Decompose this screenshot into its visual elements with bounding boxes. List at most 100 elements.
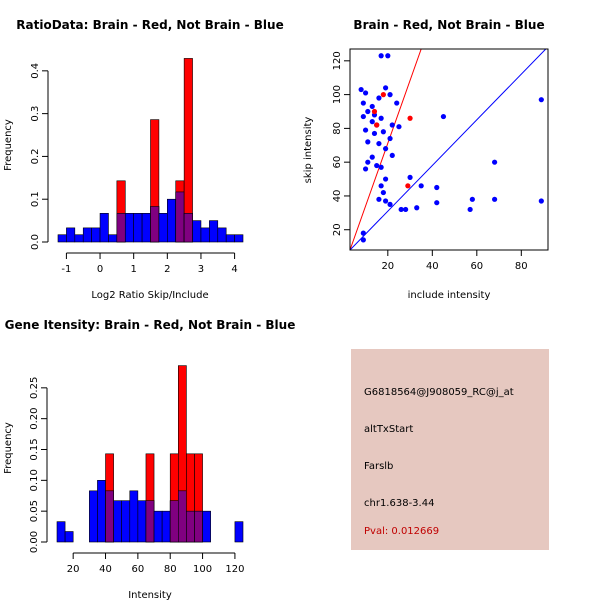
scatter-ylabel: skip intensity — [303, 117, 314, 184]
not-brain-bar — [192, 220, 202, 243]
not-brain-point — [360, 100, 366, 106]
not-brain-point — [389, 152, 395, 159]
y-tick-label: 0.1 — [30, 191, 41, 207]
brain-point — [405, 183, 411, 189]
not-brain-point — [492, 196, 498, 202]
not-brain-bar — [133, 213, 143, 243]
intensity-histogram-xlabel: Intensity — [128, 590, 172, 600]
y-tick-label: 0.20 — [29, 408, 40, 430]
not-brain-point — [369, 103, 375, 110]
not-brain-bar — [158, 213, 168, 243]
p-value: Pval: 0.012669 — [364, 526, 440, 537]
not-brain-bar — [209, 220, 219, 243]
not-brain-point — [378, 183, 384, 189]
not-brain-point — [362, 90, 369, 96]
not-brain-bar — [64, 531, 74, 543]
x-tick-label: -1 — [61, 264, 71, 275]
intensity-histogram: Gene Itensity: Brain - Red, Not Brain - … — [3, 318, 295, 600]
not-brain-point — [492, 159, 498, 165]
not-brain-point — [362, 166, 369, 172]
not-brain-bar — [99, 213, 109, 243]
not-brain-point — [360, 237, 366, 243]
not-brain-point — [380, 189, 386, 196]
not-brain-point — [387, 135, 393, 142]
not-brain-point — [382, 198, 389, 204]
not-brain-point — [369, 119, 375, 125]
x-tick-label: 60 — [470, 261, 483, 272]
not-brain-point — [371, 130, 378, 137]
not-brain-bar — [234, 521, 244, 543]
not-brain-point — [362, 127, 369, 133]
y-tick-label: 0.2 — [30, 148, 41, 164]
not-brain-point — [365, 159, 371, 165]
y-tick-label: 40 — [332, 190, 343, 203]
y-tick-label: 0.3 — [30, 106, 41, 122]
intensity-histogram-title: Gene Itensity: Brain - Red, Not Brain - … — [5, 318, 296, 332]
y-tick-label: 0.00 — [29, 531, 40, 553]
y-tick-label: 100 — [332, 85, 343, 104]
scatter-xlabel: include intensity — [408, 290, 491, 301]
x-tick-label: 40 — [426, 261, 439, 272]
gene-name: Farslb — [364, 461, 394, 472]
not-brain-point — [382, 146, 389, 152]
not-brain-point — [414, 205, 420, 211]
not-brain-point — [376, 196, 382, 202]
overlap-bar — [150, 206, 160, 243]
not-brain-point — [365, 108, 371, 115]
event-type: altTxStart — [364, 424, 414, 435]
not-brain-point — [440, 113, 447, 120]
not-brain-point — [376, 95, 382, 101]
probe-id: G6818564@J908059_RC@j_at — [364, 387, 514, 398]
not-brain-point — [358, 86, 364, 93]
not-brain-point — [538, 97, 544, 103]
not-brain-bar — [108, 234, 118, 243]
not-brain-bar — [137, 500, 147, 543]
not-brain-point — [389, 122, 395, 128]
not-brain-bar — [202, 510, 211, 543]
not-brain-bar — [153, 510, 163, 543]
not-brain-point — [360, 113, 366, 120]
not-brain-point — [434, 184, 440, 191]
y-tick-label: 0.05 — [29, 500, 40, 522]
not-brain-point — [385, 53, 391, 59]
not-brain-bar — [82, 227, 92, 243]
x-tick-label: 40 — [99, 564, 112, 575]
not-brain-point — [469, 196, 475, 202]
not-brain-bar — [167, 198, 177, 243]
not-brain-bar — [113, 500, 122, 543]
intensity-histogram-ylabel: Frequency — [3, 422, 14, 474]
overlap-bar — [183, 213, 193, 243]
not-brain-point — [380, 129, 386, 135]
genomic-location: chr1.638-3.44 — [364, 498, 435, 509]
not-brain-point — [418, 183, 424, 189]
y-tick-label: 80 — [332, 122, 343, 135]
not-brain-point — [378, 115, 384, 121]
not-brain-point — [387, 201, 393, 207]
not-brain-bar — [56, 521, 66, 543]
not-brain-bar — [161, 510, 171, 543]
not-brain-bar — [217, 227, 227, 243]
y-tick-label: 120 — [332, 51, 343, 70]
overlap-bar — [186, 510, 195, 543]
not-brain-bar — [66, 227, 76, 243]
x-tick-label: 0 — [97, 264, 103, 275]
ratio-histogram-ylabel: Frequency — [3, 119, 14, 171]
x-tick-label: 100 — [193, 564, 212, 575]
x-tick-label: 1 — [130, 264, 136, 275]
ratio-histogram-title: RatioData: Brain - Red, Not Brain - Blue — [16, 18, 283, 32]
not-brain-bar — [141, 213, 151, 243]
x-tick-label: 4 — [231, 264, 237, 275]
not-brain-point — [396, 124, 402, 130]
overlap-bar — [175, 191, 185, 243]
not-brain-point — [382, 85, 389, 91]
not-brain-bar — [97, 480, 106, 543]
scatter-title: Brain - Red, Not Brain - Blue — [353, 18, 544, 32]
intensity-scatter: Brain - Red, Not Brain - Blue include in… — [303, 18, 549, 301]
overlap-bar — [194, 510, 203, 543]
overlap-bar — [169, 500, 179, 543]
x-tick-label: 80 — [515, 261, 528, 272]
probe-info-panel: G6818564@J908059_RC@j_at altTxStart Fars… — [351, 349, 549, 550]
x-tick-label: 2 — [164, 264, 170, 275]
not-brain-point — [378, 53, 384, 59]
